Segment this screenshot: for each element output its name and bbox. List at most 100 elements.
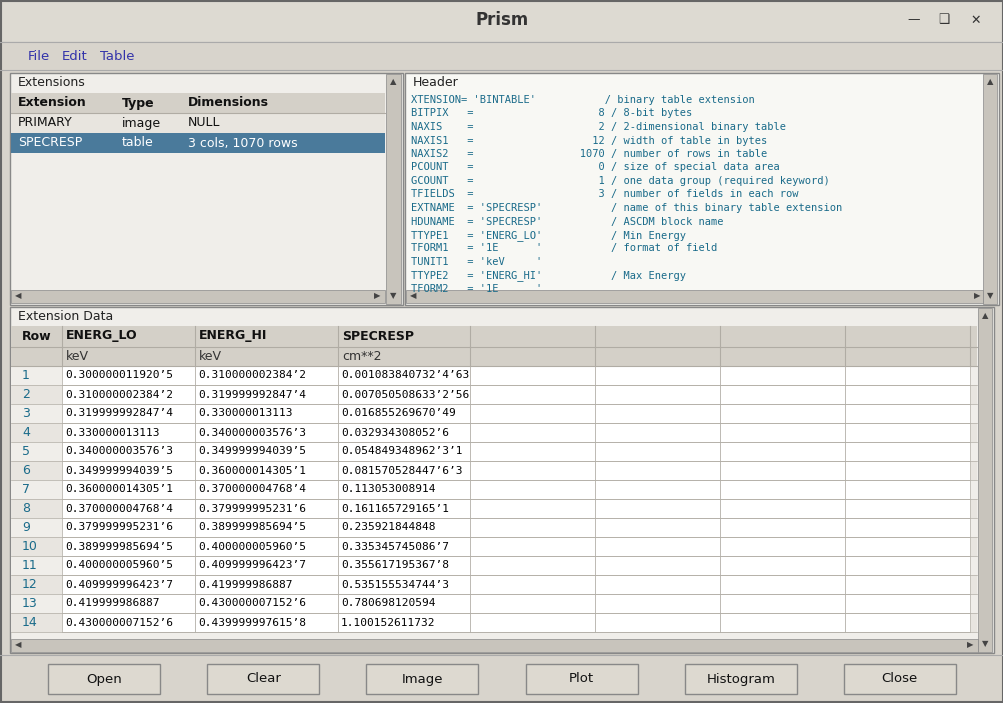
FancyBboxPatch shape xyxy=(195,404,338,423)
FancyBboxPatch shape xyxy=(195,537,338,556)
FancyBboxPatch shape xyxy=(11,423,976,442)
FancyBboxPatch shape xyxy=(338,385,469,404)
Text: 1: 1 xyxy=(22,369,30,382)
Text: ENERG_LO: ENERG_LO xyxy=(66,330,137,342)
FancyBboxPatch shape xyxy=(719,423,845,442)
Text: XTENSION= 'BINTABLE'           / binary table extension: XTENSION= 'BINTABLE' / binary table exte… xyxy=(410,95,754,105)
FancyBboxPatch shape xyxy=(11,442,976,461)
FancyBboxPatch shape xyxy=(11,133,384,153)
FancyBboxPatch shape xyxy=(195,499,338,518)
FancyBboxPatch shape xyxy=(595,518,719,537)
Text: 0.379999995231’6: 0.379999995231’6 xyxy=(65,522,173,532)
FancyBboxPatch shape xyxy=(11,461,976,480)
Text: 10: 10 xyxy=(22,540,38,553)
FancyBboxPatch shape xyxy=(195,594,338,613)
Text: Close: Close xyxy=(881,673,917,685)
FancyBboxPatch shape xyxy=(11,575,976,594)
Text: 0.001083840732’4’63: 0.001083840732’4’63 xyxy=(341,370,468,380)
Text: Extension: Extension xyxy=(18,96,86,110)
FancyBboxPatch shape xyxy=(195,518,338,537)
FancyBboxPatch shape xyxy=(595,404,719,423)
FancyBboxPatch shape xyxy=(845,442,969,461)
Text: ◀: ◀ xyxy=(15,640,21,650)
FancyBboxPatch shape xyxy=(719,385,845,404)
Text: 0.400000005960’5: 0.400000005960’5 xyxy=(65,560,173,571)
FancyBboxPatch shape xyxy=(719,575,845,594)
FancyBboxPatch shape xyxy=(62,442,195,461)
FancyBboxPatch shape xyxy=(11,366,976,385)
Text: ▶: ▶ xyxy=(966,640,972,650)
Text: 0.319999992847’4: 0.319999992847’4 xyxy=(198,389,306,399)
Text: 0.235921844848: 0.235921844848 xyxy=(341,522,435,532)
Text: NAXIS1   =                   12 / width of table in bytes: NAXIS1 = 12 / width of table in bytes xyxy=(410,136,766,146)
Text: 0.360000014305’1: 0.360000014305’1 xyxy=(198,465,306,475)
FancyBboxPatch shape xyxy=(595,366,719,385)
FancyBboxPatch shape xyxy=(845,423,969,442)
FancyBboxPatch shape xyxy=(595,613,719,632)
Text: 0.081570528447’6’3: 0.081570528447’6’3 xyxy=(341,465,462,475)
Text: 12: 12 xyxy=(22,578,38,591)
Text: TFIELDS  =                    3 / number of fields in each row: TFIELDS = 3 / number of fields in each r… xyxy=(410,190,797,200)
Text: keV: keV xyxy=(66,349,89,363)
Text: PCOUNT   =                    0 / size of special data area: PCOUNT = 0 / size of special data area xyxy=(410,162,779,172)
FancyBboxPatch shape xyxy=(845,404,969,423)
Text: Open: Open xyxy=(86,673,122,685)
FancyBboxPatch shape xyxy=(719,537,845,556)
FancyBboxPatch shape xyxy=(11,347,976,366)
Text: Prism: Prism xyxy=(474,11,529,29)
Text: 9: 9 xyxy=(22,521,30,534)
Text: 3 cols, 1070 rows: 3 cols, 1070 rows xyxy=(188,136,297,150)
Text: ❑: ❑ xyxy=(938,13,949,27)
Text: —: — xyxy=(907,13,920,27)
FancyBboxPatch shape xyxy=(62,404,195,423)
FancyBboxPatch shape xyxy=(684,664,796,694)
FancyBboxPatch shape xyxy=(595,499,719,518)
FancyBboxPatch shape xyxy=(595,537,719,556)
Text: 0.389999985694’5: 0.389999985694’5 xyxy=(65,541,173,551)
FancyBboxPatch shape xyxy=(11,613,976,632)
FancyBboxPatch shape xyxy=(719,499,845,518)
Text: Histogram: Histogram xyxy=(705,673,774,685)
Text: 0.409999996423’7: 0.409999996423’7 xyxy=(198,560,306,571)
FancyBboxPatch shape xyxy=(11,594,976,613)
Text: 0.310000002384’2: 0.310000002384’2 xyxy=(65,389,173,399)
FancyBboxPatch shape xyxy=(366,664,478,694)
FancyBboxPatch shape xyxy=(62,613,195,632)
Text: 3: 3 xyxy=(22,407,30,420)
FancyBboxPatch shape xyxy=(62,461,195,480)
FancyBboxPatch shape xyxy=(469,442,595,461)
Text: 0.419999986887: 0.419999986887 xyxy=(65,598,159,609)
Text: ▲: ▲ xyxy=(986,77,992,86)
FancyBboxPatch shape xyxy=(845,537,969,556)
Text: 0.054849348962’3’1: 0.054849348962’3’1 xyxy=(341,446,462,456)
FancyBboxPatch shape xyxy=(845,499,969,518)
FancyBboxPatch shape xyxy=(845,518,969,537)
Text: Extension Data: Extension Data xyxy=(18,311,113,323)
Text: TFORM2   = '1E      ': TFORM2 = '1E ' xyxy=(410,284,542,294)
FancyBboxPatch shape xyxy=(469,461,595,480)
Text: 0.340000003576’3: 0.340000003576’3 xyxy=(198,427,306,437)
FancyBboxPatch shape xyxy=(10,307,993,653)
Text: Plot: Plot xyxy=(569,673,594,685)
FancyBboxPatch shape xyxy=(11,499,976,518)
FancyBboxPatch shape xyxy=(62,518,195,537)
FancyBboxPatch shape xyxy=(338,480,469,499)
FancyBboxPatch shape xyxy=(195,613,338,632)
Text: 0.430000007152’6: 0.430000007152’6 xyxy=(198,598,306,609)
Text: ✕: ✕ xyxy=(970,13,980,27)
Text: 0.355617195367’8: 0.355617195367’8 xyxy=(341,560,448,571)
FancyBboxPatch shape xyxy=(405,290,982,303)
Text: NULL: NULL xyxy=(188,117,221,129)
Text: Row: Row xyxy=(22,330,51,342)
FancyBboxPatch shape xyxy=(338,404,469,423)
Text: PRIMARY: PRIMARY xyxy=(18,117,72,129)
Text: 0.335345745086’7: 0.335345745086’7 xyxy=(341,541,448,551)
Text: 2: 2 xyxy=(22,388,30,401)
FancyBboxPatch shape xyxy=(62,480,195,499)
Text: ▼: ▼ xyxy=(389,292,396,300)
FancyBboxPatch shape xyxy=(338,366,469,385)
Text: 0.330000013113: 0.330000013113 xyxy=(198,408,292,418)
FancyBboxPatch shape xyxy=(845,366,969,385)
Text: 0.016855269670’49: 0.016855269670’49 xyxy=(341,408,455,418)
FancyBboxPatch shape xyxy=(977,308,991,652)
